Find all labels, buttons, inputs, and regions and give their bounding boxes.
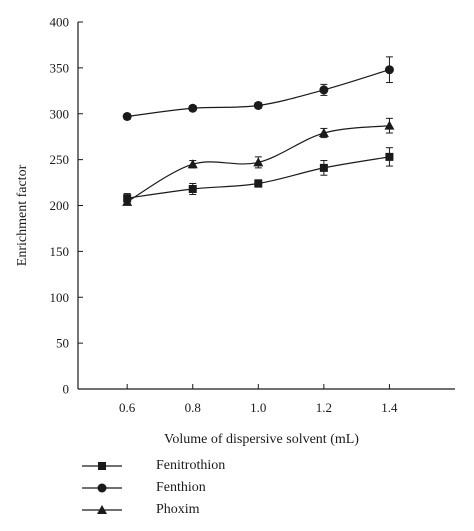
- legend-swatch-square-icon: [82, 462, 122, 470]
- x-tick-label: 1.4: [381, 400, 398, 415]
- legend-label: Fenitrothion: [156, 458, 226, 473]
- data-point-triangle: [384, 120, 395, 130]
- x-tick-label: 0.6: [119, 400, 136, 415]
- data-point-square: [254, 179, 263, 188]
- legend-label: Phoxim: [156, 502, 200, 517]
- y-tick-label: 200: [50, 198, 70, 213]
- legend-label: Fenthion: [156, 480, 206, 495]
- data-point-triangle: [318, 128, 329, 138]
- data-point-triangle: [187, 159, 198, 169]
- y-tick-label: 0: [63, 382, 70, 397]
- chart-axes: 0 50 100 150 200 250 300 350 400 0.6 0.8 1.0 1.2 1.4: [50, 15, 455, 415]
- chart-series-layer: [122, 56, 395, 206]
- legend-item-fenitrothion: Fenitrothion: [78, 455, 225, 477]
- series-phoxim: [122, 117, 395, 206]
- y-tick-label: 150: [50, 244, 70, 259]
- x-axis-title: Volume of dispersive solvent (mL): [164, 432, 359, 447]
- data-point-square: [319, 163, 328, 172]
- legend-item-fenthion: Fenthion: [78, 477, 225, 499]
- series-fenitrothion: [123, 147, 394, 204]
- data-point-circle: [384, 65, 394, 75]
- legend-swatch-triangle-icon: [82, 505, 122, 514]
- x-tick-label: 1.2: [316, 400, 332, 415]
- series-fenthion: [122, 56, 394, 122]
- y-tick-label: 50: [56, 336, 69, 351]
- data-point-triangle: [122, 196, 133, 206]
- x-tick-label: 0.8: [185, 400, 201, 415]
- data-point-square: [385, 152, 394, 161]
- data-point-circle: [319, 85, 329, 95]
- data-point-circle: [253, 100, 263, 110]
- data-point-circle: [188, 103, 198, 113]
- data-point-triangle: [253, 157, 264, 167]
- y-tick-label: 100: [50, 290, 70, 305]
- y-axis-title: Enrichment factor: [15, 164, 30, 266]
- data-point-circle: [122, 112, 132, 122]
- y-tick-label: 350: [50, 60, 70, 75]
- legend-item-phoxim: Phoxim: [78, 499, 225, 521]
- x-tick-label: 1.0: [250, 400, 266, 415]
- legend-swatch-circle-icon: [82, 483, 122, 493]
- y-tick-label: 300: [50, 106, 70, 121]
- data-point-square: [188, 184, 197, 193]
- chart-legend: Fenitrothion Fenthion Phoxim: [78, 455, 225, 521]
- y-tick-label: 400: [50, 15, 70, 30]
- y-tick-label: 250: [50, 152, 70, 167]
